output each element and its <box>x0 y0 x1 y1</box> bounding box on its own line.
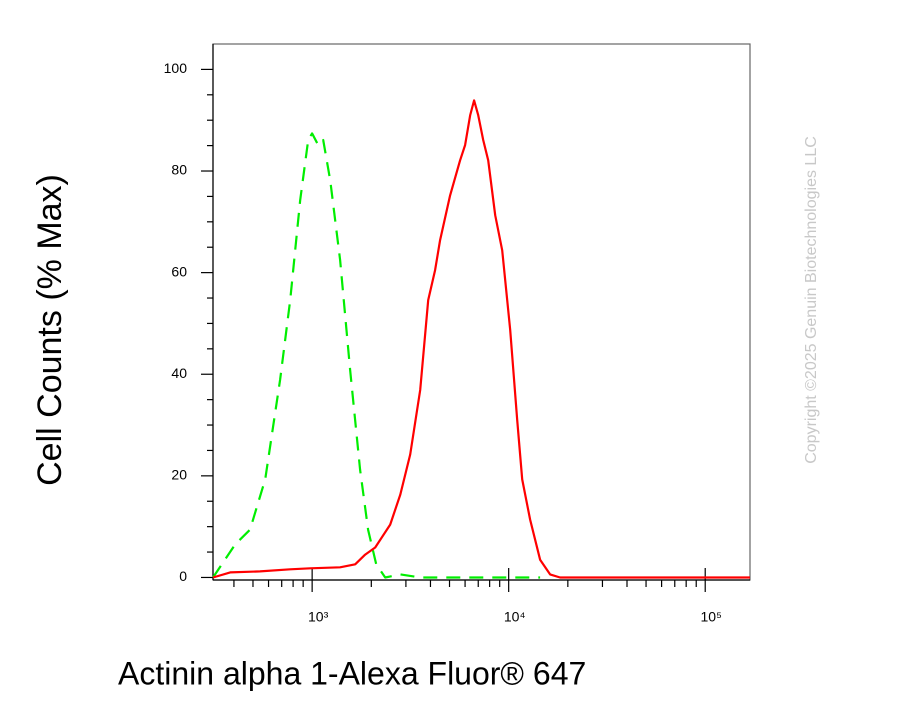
histogram-line <box>212 99 750 579</box>
histogram-line <box>212 132 541 579</box>
watermark: Copyright ©2025 Genuin Biotechnologies L… <box>803 136 820 464</box>
plot-frame <box>212 43 751 581</box>
x-tick-label: 10³ <box>308 609 329 625</box>
y-tick-label: 80 <box>171 162 187 178</box>
y-tick-label: 0 <box>179 568 187 584</box>
y-tick-label: 40 <box>171 365 187 381</box>
x-tick-label: 10⁴ <box>504 609 526 625</box>
x-tick-label: 10⁵ <box>701 609 722 625</box>
x-axis-label: Actinin alpha 1-Alexa Fluor® 647 <box>118 655 586 691</box>
y-tick-label: 100 <box>164 60 188 76</box>
y-tick-label: 60 <box>171 263 187 279</box>
y-axis-label: Cell Counts (% Max) <box>31 174 69 486</box>
y-tick-label: 20 <box>171 467 187 483</box>
